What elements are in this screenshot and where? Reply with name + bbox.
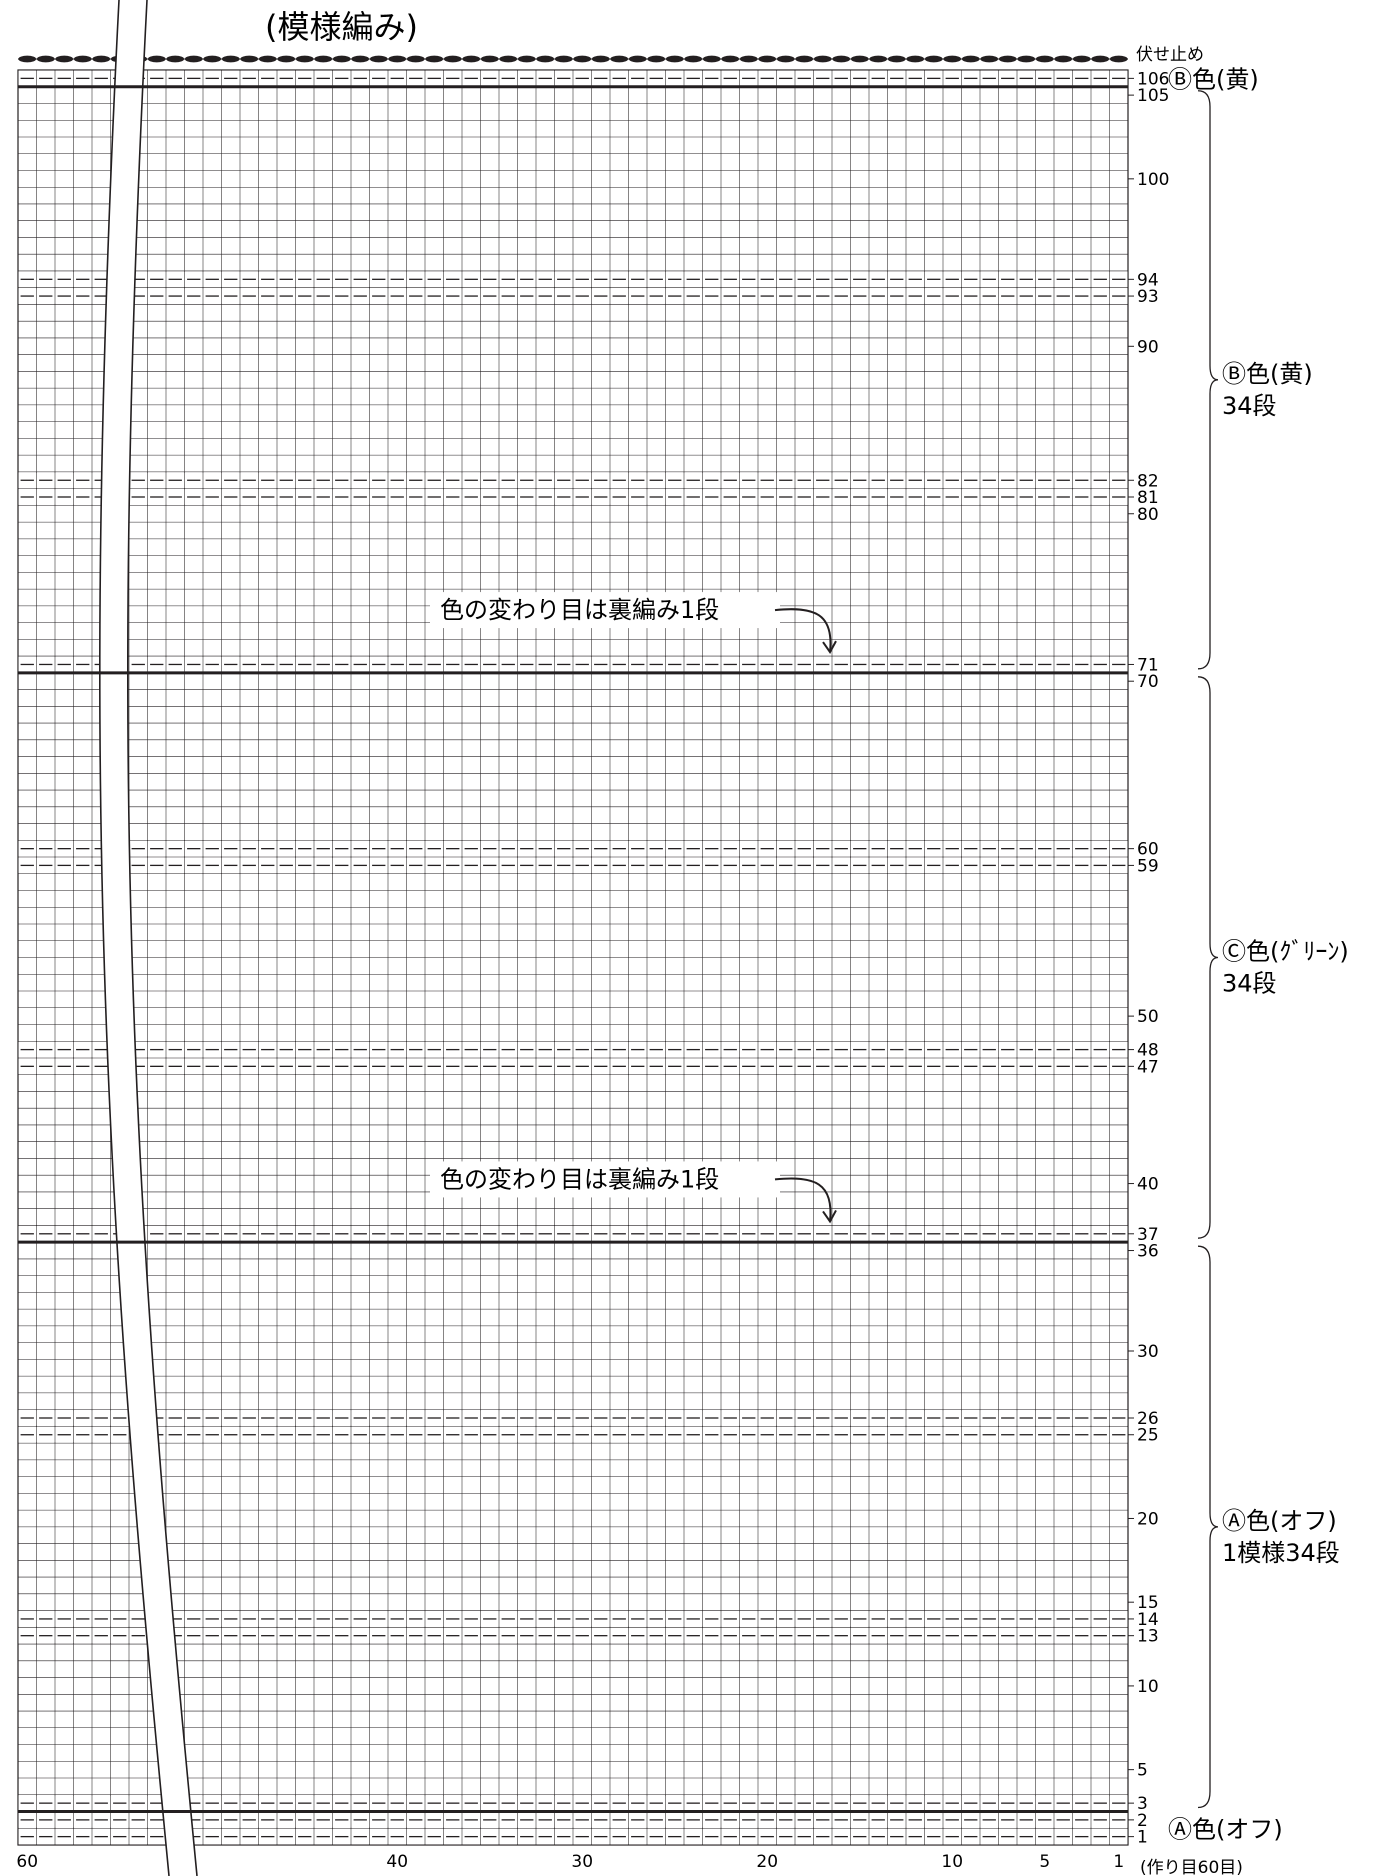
row-label: 94	[1137, 270, 1159, 290]
purl-rows	[17, 70, 1129, 1845]
row-label: 3	[1137, 1794, 1148, 1814]
section-label: Ⓑ色(黄)	[1222, 360, 1313, 388]
callout-arrowhead	[822, 1209, 837, 1224]
section-label: 34段	[1222, 392, 1277, 420]
section-brace	[1197, 1245, 1219, 1809]
callout-text: 色の変わり目は裏編み1段	[440, 596, 719, 624]
break-edge-left	[99, 0, 170, 1876]
row-label: 106	[1137, 69, 1169, 89]
bind-off-label: 伏せ止め	[1136, 45, 1204, 65]
row-label: 90	[1137, 337, 1159, 357]
row-label: 70	[1137, 672, 1159, 692]
column-label: 60	[16, 1852, 38, 1872]
row-label: 50	[1137, 1007, 1159, 1027]
section-label: Ⓑ色(黄)	[1168, 65, 1259, 93]
column-label: 20	[756, 1852, 778, 1872]
section-brace	[1197, 676, 1219, 1239]
row-label: 80	[1137, 505, 1159, 525]
callout-arrowhead	[822, 640, 837, 654]
column-label: 40	[386, 1852, 408, 1872]
row-label: 5	[1137, 1761, 1148, 1781]
column-label: 30	[571, 1852, 593, 1872]
bind-off-row: 伏せ止め	[18, 45, 1204, 65]
row-label: 60	[1137, 840, 1159, 860]
row-label: 48	[1137, 1041, 1159, 1061]
row-label: 40	[1137, 1175, 1159, 1195]
chart-labels: 1235101314152025263036374047485059607071…	[16, 69, 1242, 1876]
column-label: 5	[1039, 1852, 1050, 1872]
row-label: 14	[1137, 1610, 1159, 1630]
callout-bg	[430, 1161, 780, 1198]
callout-arrow	[774, 1177, 832, 1222]
callout-text: 色の変わり目は裏編み1段	[440, 1165, 719, 1193]
section-label: Ⓒ色(ｸﾞﾘｰﾝ)	[1222, 938, 1349, 966]
row-label: 37	[1137, 1225, 1159, 1245]
row-label: 47	[1137, 1057, 1159, 1077]
color-change-lines	[18, 85, 1128, 1814]
row-label: 26	[1137, 1409, 1159, 1429]
row-label: 25	[1137, 1426, 1159, 1446]
row-label: 20	[1137, 1509, 1159, 1529]
color-sections: Ⓑ色(黄) Ⓑ色(黄) 34段 Ⓒ色(ｸﾞﾘｰﾝ) 34段 Ⓐ色(オフ) 1模様34段 Ⓐ色(…	[1168, 65, 1349, 1843]
section-label: 34段	[1222, 970, 1277, 998]
break-band	[99, 0, 197, 1876]
row-label: 93	[1137, 287, 1159, 307]
chart-title: (模様編み)	[265, 8, 418, 46]
row-label: 81	[1137, 488, 1159, 508]
cast-on-note: (作り目60目)	[1140, 1858, 1243, 1876]
callout-bg	[430, 592, 780, 629]
row-label: 36	[1137, 1242, 1159, 1262]
section-label: Ⓐ色(オフ)	[1222, 1507, 1337, 1535]
row-label: 10	[1137, 1677, 1159, 1697]
stitch-grid	[17, 69, 1129, 1846]
column-label: 1	[1113, 1852, 1124, 1872]
row-label: 15	[1137, 1593, 1159, 1613]
row-label: 59	[1137, 856, 1159, 876]
row-label: 1	[1137, 1828, 1148, 1848]
section-brace	[1197, 90, 1219, 670]
section-label: 1模様34段	[1222, 1539, 1340, 1567]
break-edge-right	[127, 0, 198, 1876]
row-label: 100	[1137, 170, 1169, 190]
row-label: 71	[1137, 655, 1159, 675]
callout-arrow	[774, 608, 832, 653]
section-label: Ⓐ色(オフ)	[1168, 1815, 1283, 1843]
column-label: 10	[941, 1852, 963, 1872]
row-label: 30	[1137, 1342, 1159, 1362]
row-label: 13	[1137, 1627, 1159, 1647]
row-label: 105	[1137, 86, 1169, 106]
row-label: 82	[1137, 471, 1159, 491]
omission-break	[99, 0, 198, 1876]
row-label: 2	[1137, 1811, 1148, 1831]
